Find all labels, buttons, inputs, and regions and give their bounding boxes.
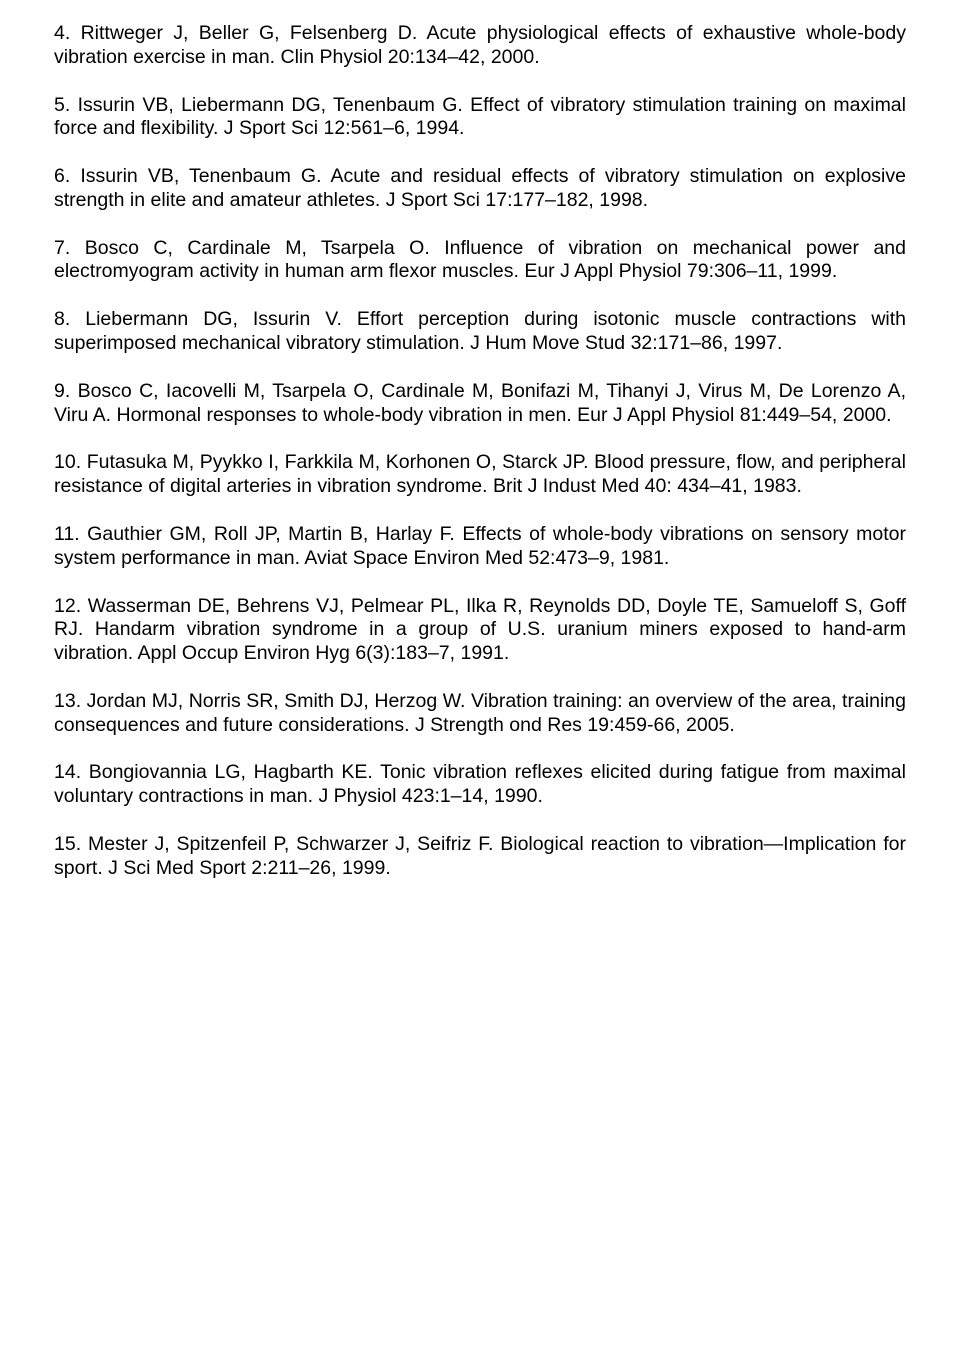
reference-item: 8. Liebermann DG, Issurin V. Effort perc… bbox=[54, 308, 906, 356]
reference-item: 4. Rittweger J, Beller G, Felsenberg D. … bbox=[54, 22, 906, 70]
reference-item: 10. Futasuka M, Pyykko I, Farkkila M, Ko… bbox=[54, 451, 906, 499]
reference-item: 6. Issurin VB, Tenenbaum G. Acute and re… bbox=[54, 165, 906, 213]
reference-item: 7. Bosco C, Cardinale M, Tsarpela O. Inf… bbox=[54, 237, 906, 285]
reference-item: 12. Wasserman DE, Behrens VJ, Pelmear PL… bbox=[54, 595, 906, 666]
reference-item: 15. Mester J, Spitzenfeil P, Schwarzer J… bbox=[54, 833, 906, 881]
reference-item: 13. Jordan MJ, Norris SR, Smith DJ, Herz… bbox=[54, 690, 906, 738]
reference-item: 11. Gauthier GM, Roll JP, Martin B, Harl… bbox=[54, 523, 906, 571]
reference-item: 14. Bongiovannia LG, Hagbarth KE. Tonic … bbox=[54, 761, 906, 809]
reference-item: 9. Bosco C, Iacovelli M, Tsarpela O, Car… bbox=[54, 380, 906, 428]
reference-item: 5. Issurin VB, Liebermann DG, Tenenbaum … bbox=[54, 94, 906, 142]
